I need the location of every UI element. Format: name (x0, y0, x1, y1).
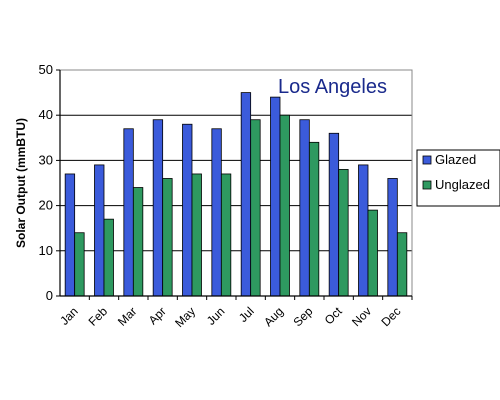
bar-glazed-jun (211, 128, 222, 297)
y-tick-label: 50 (39, 62, 53, 77)
bar-glazed-nov (358, 164, 369, 297)
y-tick-label: 20 (39, 198, 53, 213)
bar-glazed-sep (299, 119, 310, 297)
x-tick-label: Jan (57, 304, 81, 328)
y-axis-title: Solar Output (mmBTU) (14, 118, 28, 248)
x-tick-label: Mar (115, 304, 140, 329)
y-tick-label: 40 (39, 107, 53, 122)
legend-swatch-glazed (422, 155, 432, 165)
bar-unglazed-jun (220, 173, 232, 297)
bar-glazed-aug (270, 96, 281, 297)
bar-unglazed-apr (162, 178, 173, 297)
bar-glazed-mar (123, 128, 134, 297)
x-tick-label: May (172, 304, 198, 330)
x-tick-label: Apr (146, 304, 169, 327)
x-tick-label: Dec (378, 304, 403, 329)
x-tick-label: Oct (322, 304, 346, 328)
bar-glazed-oct (328, 132, 340, 297)
bar-unglazed-jan (74, 232, 85, 297)
bar-glazed-jan (64, 173, 76, 297)
x-tick-label: Sep (290, 304, 315, 329)
chart-title: Los Angeles (278, 76, 387, 98)
x-tick-label: Jun (204, 304, 228, 328)
bar-glazed-jul (240, 92, 252, 297)
legend-label-glazed: Glazed (435, 152, 476, 167)
bar-unglazed-feb (103, 218, 114, 297)
bar-unglazed-nov (367, 209, 378, 297)
bar-unglazed-may (191, 173, 202, 297)
bar-glazed-dec (387, 178, 398, 297)
x-tick-label: Feb (86, 304, 111, 329)
y-tick-label: 30 (39, 152, 53, 167)
axes (56, 69, 413, 300)
bar-glazed-apr (152, 119, 164, 297)
bar-unglazed-dec (396, 232, 408, 297)
legend-swatch-unglazed (422, 180, 432, 190)
x-tick-label: Jul (236, 304, 257, 325)
bar-unglazed-aug (279, 114, 290, 297)
bar-unglazed-oct (338, 169, 349, 297)
legend-label-unglazed: Unglazed (435, 177, 490, 192)
bar-glazed-feb (94, 164, 105, 297)
bar-unglazed-jul (250, 119, 261, 297)
x-tick-label: Aug (261, 304, 286, 329)
bar-unglazed-mar (132, 187, 144, 297)
y-tick-label: 10 (39, 243, 53, 258)
bar-unglazed-sep (308, 141, 320, 297)
y-tick-label: 0 (46, 288, 53, 303)
x-tick-label: Nov (349, 304, 374, 329)
bar-glazed-may (182, 123, 193, 297)
legend: Glazed Unglazed (416, 149, 500, 207)
bars (64, 92, 408, 297)
